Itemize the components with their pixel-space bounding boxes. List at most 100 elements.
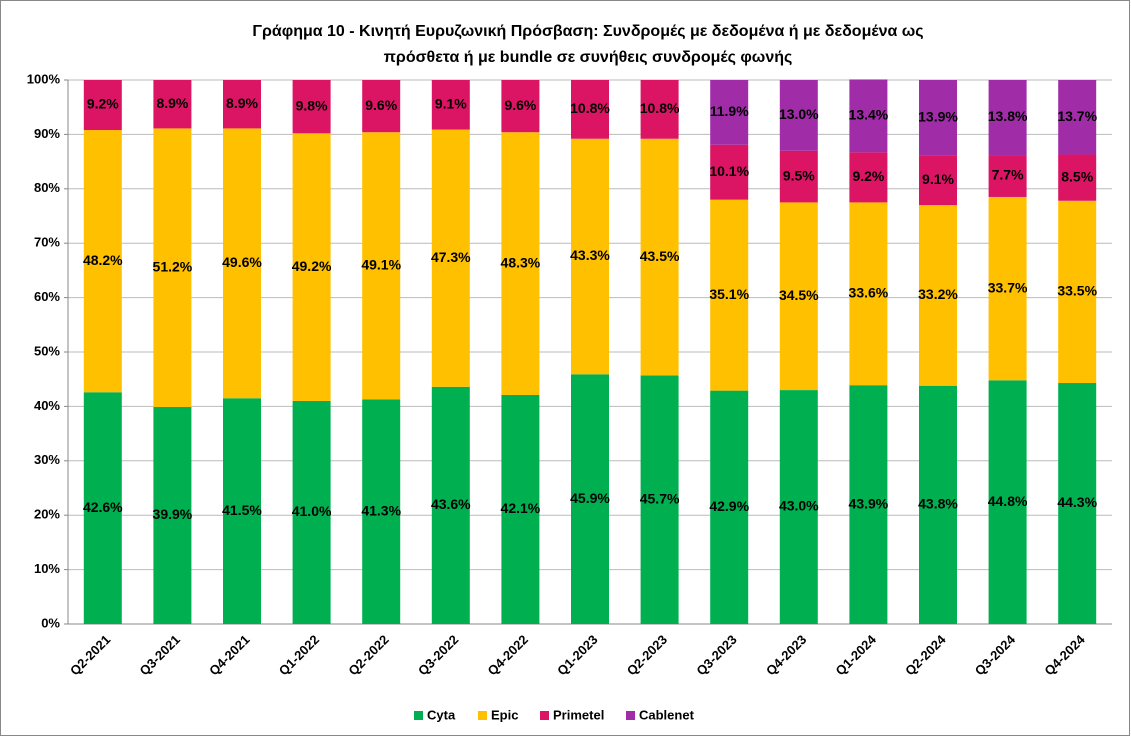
data-label: 49.6%: [222, 254, 262, 270]
data-label: 45.7%: [640, 490, 680, 506]
data-label: 11.9%: [710, 103, 749, 119]
bar-segment: [988, 80, 1027, 156]
data-label: 13.9%: [918, 109, 958, 125]
data-label: 49.1%: [361, 256, 401, 272]
data-label: 35.1%: [709, 286, 749, 302]
bar-segment: [1058, 154, 1097, 201]
data-label: 41.0%: [292, 503, 332, 519]
data-label: 8.5%: [1061, 168, 1093, 184]
y-tick-label: 80%: [34, 180, 60, 195]
bar-segment: [362, 80, 401, 133]
data-label: 42.6%: [83, 499, 123, 515]
legend-label: Cablenet: [639, 707, 695, 722]
data-label: 43.8%: [918, 496, 958, 512]
data-label: 10.8%: [570, 100, 610, 116]
bar-segment: [83, 130, 122, 393]
bar-segment: [710, 199, 749, 391]
y-tick-label: 70%: [34, 235, 60, 250]
data-label: 51.2%: [153, 258, 193, 274]
bar-segment: [501, 394, 540, 624]
data-label: 43.9%: [849, 495, 889, 511]
data-label: 45.9%: [570, 490, 610, 506]
data-label: 43.0%: [779, 498, 819, 514]
bar-segment: [779, 390, 818, 624]
data-label: 13.8%: [988, 108, 1028, 124]
bar-segment: [849, 152, 888, 203]
bar-segment: [571, 80, 609, 139]
y-tick-label: 10%: [34, 561, 60, 576]
data-label: 33.6%: [849, 284, 889, 300]
legend-swatch: [540, 711, 549, 720]
y-tick-label: 40%: [34, 398, 60, 413]
bar-segment: [710, 80, 749, 145]
data-label: 43.3%: [570, 247, 610, 263]
bar-segment: [431, 386, 470, 624]
data-label: 7.7%: [992, 167, 1024, 183]
data-label: 8.9%: [156, 95, 188, 111]
data-label: 9.2%: [87, 96, 119, 112]
data-label: 9.8%: [296, 97, 328, 113]
y-tick-label: 0%: [41, 615, 60, 630]
data-label: 44.3%: [1057, 494, 1097, 510]
legend-label: Primetel: [553, 707, 604, 722]
data-label: 13.0%: [779, 106, 819, 122]
data-label: 48.2%: [83, 252, 123, 268]
bar-segment: [362, 132, 401, 400]
bar-segment: [1058, 200, 1097, 384]
data-label: 33.5%: [1057, 283, 1097, 299]
data-label: 9.1%: [435, 95, 467, 111]
data-label: 44.8%: [988, 493, 1028, 509]
data-label: 9.6%: [365, 97, 397, 113]
bar-segment: [710, 390, 749, 624]
bar-segment: [919, 80, 957, 156]
legend-label: Epic: [491, 707, 518, 722]
legend-swatch: [414, 711, 423, 720]
data-label: 43.6%: [431, 496, 471, 512]
bar-segment: [83, 392, 122, 624]
bar-segment: [153, 80, 192, 129]
bar-segment: [710, 144, 749, 200]
bar-segment: [640, 375, 679, 624]
bar-segment: [779, 202, 818, 391]
data-label: 39.9%: [153, 506, 193, 522]
bar-segment: [1058, 383, 1097, 624]
y-tick-label: 50%: [34, 343, 60, 358]
bar-segment: [849, 79, 888, 153]
data-label: 42.9%: [709, 498, 749, 514]
data-label: 9.6%: [504, 97, 536, 113]
data-label: 49.2%: [292, 258, 332, 274]
bar-segment: [988, 380, 1027, 624]
data-label: 10.1%: [709, 163, 749, 179]
bar-segment: [153, 128, 192, 407]
legend-swatch: [478, 711, 487, 720]
data-label: 9.5%: [783, 167, 815, 183]
legend-label: Cyta: [427, 707, 456, 722]
chart-title: Γράφημα 10 - Κινητή Ευρυζωνική Πρόσβαση:…: [252, 23, 923, 40]
data-label: 8.9%: [226, 95, 258, 111]
data-label: 34.5%: [779, 287, 819, 303]
chart-title: πρόσθετα ή με bundle σε συνήθεις συνδρομ…: [384, 49, 793, 66]
bar-segment: [779, 80, 818, 151]
data-label: 33.2%: [918, 286, 958, 302]
y-tick-label: 30%: [34, 452, 60, 467]
bar-segment: [1058, 80, 1097, 155]
bar-segment: [849, 385, 888, 624]
data-label: 13.7%: [1057, 108, 1097, 124]
bar-segment: [919, 385, 957, 624]
bar-segment: [223, 80, 261, 129]
data-label: 10.8%: [640, 100, 680, 116]
bar-segment: [362, 399, 401, 624]
legend-swatch: [626, 711, 635, 720]
y-tick-label: 100%: [27, 71, 61, 86]
data-label: 33.7%: [988, 279, 1028, 295]
bar-segment: [223, 128, 261, 399]
bar-segment: [919, 205, 957, 386]
bar-segment: [640, 138, 679, 376]
bar-segment: [292, 80, 331, 134]
bar-segment: [919, 155, 957, 206]
y-tick-label: 90%: [34, 126, 60, 141]
y-tick-label: 60%: [34, 289, 60, 304]
bar-segment: [501, 80, 540, 133]
bar-segment: [849, 202, 888, 386]
